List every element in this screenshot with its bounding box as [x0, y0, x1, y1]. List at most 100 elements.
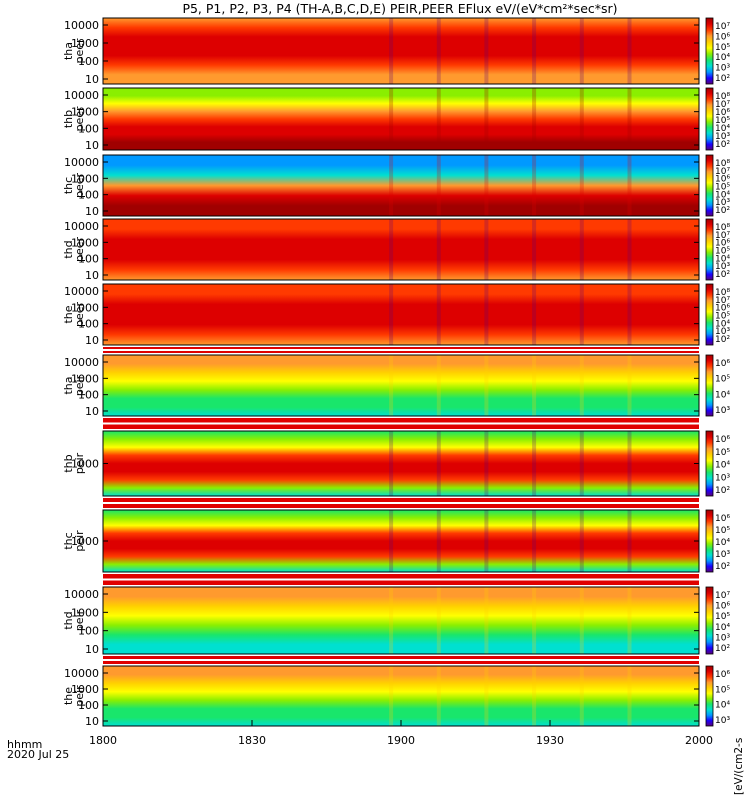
separator-line: [103, 502, 699, 504]
y-tick-label: 100: [78, 55, 99, 68]
colorbar-tick-label: 10⁸: [715, 159, 730, 169]
colorbar-tick-label: 10⁸: [715, 92, 730, 102]
colorbar-tick-label: 10⁷: [715, 591, 730, 601]
spectrogram-feature: [532, 355, 537, 416]
spectrogram-feature: [579, 219, 584, 280]
colorbar: [705, 218, 714, 281]
y-tick-label: 1000: [71, 106, 99, 119]
spectrogram-feature: [532, 284, 537, 345]
spectrogram-feature: [627, 587, 632, 654]
colorbar-tick-label: 10²: [715, 562, 730, 572]
colorbar-tick-label: 10⁴: [715, 461, 730, 471]
colorbar-tick-label: 10⁴: [715, 390, 730, 400]
colorbar-tick-label: 10⁷: [715, 296, 730, 306]
spectrogram-image: [103, 88, 699, 150]
spectrogram-feature: [484, 666, 489, 726]
colorbar-tick-label: 10⁵: [715, 685, 730, 695]
y-tick-label: 10000: [64, 285, 99, 298]
y-tick-label: 10000: [64, 220, 99, 233]
spectrogram-feature: [436, 284, 441, 345]
spectrogram-feature: [484, 18, 489, 84]
colorbar-tick-label: 10⁶: [715, 108, 730, 118]
spectrogram-feature: [436, 431, 441, 496]
x-tick-label: 1930: [536, 734, 564, 747]
colorbar-tick-label: 10³: [715, 64, 730, 74]
panel-the-peer: 10000 1000 100 10 thepeer 10⁸10⁷10⁶10⁵10⁴10³1…: [62, 283, 730, 347]
colorbar-tick-label: 10⁵: [715, 247, 730, 257]
spectrogram-feature: [532, 587, 537, 654]
colorbar-tick-label: 10⁵: [715, 526, 730, 536]
spectrogram-feature: [627, 284, 632, 345]
separator-line: [103, 422, 699, 425]
spectrogram-feature: [436, 219, 441, 280]
spectrogram-feature: [627, 666, 632, 726]
colorbar-tick-label: 10²: [715, 74, 730, 84]
colorbar-tick-label: 10³: [715, 327, 730, 337]
y-tick-label: 10000: [64, 667, 99, 680]
panel-frame: [102, 87, 700, 151]
date-label: 2020 Jul 25: [7, 748, 70, 761]
colorbar-tick-label: 10⁷: [715, 22, 730, 32]
y-tick-label: 10: [85, 139, 99, 152]
spectrogram-feature: [389, 88, 394, 150]
spectrogram-feature: [484, 431, 489, 496]
panel-frame: [102, 218, 700, 281]
colorbar: [705, 87, 714, 151]
colorbar-tick-label: 10⁶: [715, 304, 730, 314]
colorbar-tick-label: 10⁶: [715, 435, 730, 445]
spectrogram-feature: [436, 510, 441, 572]
colorbar-tick-label: 10⁴: [715, 623, 730, 633]
panel-thc-peer: 10000 1000 100 10 thcpeer 10⁸10⁷10⁶10⁵10⁴10³1…: [62, 154, 730, 218]
y-tick-label: 10: [85, 334, 99, 347]
colorbar-tick-label: 10²: [715, 140, 730, 150]
time-axis-label: hhmm: [7, 738, 43, 751]
panel-thd-peer: 10000 1000 100 10 thdpeer 10⁸10⁷10⁶10⁵10⁴10³1…: [62, 218, 730, 282]
colorbar: [705, 283, 714, 346]
y-tick-label: 1000: [71, 37, 99, 50]
spectrogram-feature: [484, 510, 489, 572]
colorbar-tick-label: 10⁴: [715, 254, 730, 264]
colorbar-tick-label: 10⁵: [715, 183, 730, 193]
spectrogram-feature: [484, 88, 489, 150]
spectrogram-feature: [627, 155, 632, 216]
y-axis-label: thepeer: [62, 302, 86, 328]
colorbar-tick-label: 10⁵: [715, 612, 730, 622]
colorbar-tick-label: 10⁴: [715, 538, 730, 548]
spectrogram-feature: [627, 431, 632, 496]
spectrogram-feature: [579, 666, 584, 726]
spectrogram-feature: [389, 155, 394, 216]
x-tick-label: 2000: [685, 734, 713, 747]
x-tick-label: 1800: [89, 734, 117, 747]
panel-frame: [102, 586, 700, 655]
y-tick-label: 10: [85, 715, 99, 728]
spectrogram-feature: [389, 510, 394, 572]
y-tick-label: 10: [85, 643, 99, 656]
colorbar-tick-label: 10⁸: [715, 223, 730, 233]
y-tick-label: 100: [78, 253, 99, 266]
spectrogram-feature: [389, 284, 394, 345]
colorbar-tick-label: 10⁵: [715, 43, 730, 53]
colorbar: [705, 17, 714, 85]
spectrogram-feature: [627, 510, 632, 572]
colorbar-tick-label: 10³: [715, 132, 730, 142]
spectrogram-feature: [436, 88, 441, 150]
spectrogram-feature: [627, 219, 632, 280]
colorbar-tick-label: 10²: [715, 206, 730, 216]
colorbar-tick-label: 10⁷: [715, 100, 730, 110]
panel-frame: [102, 17, 700, 85]
spectrogram-feature: [389, 355, 394, 416]
colorbar-tick-label: 10⁷: [715, 167, 730, 177]
y-axis-label: thcpeir: [62, 530, 86, 552]
spectrogram-feature: [627, 18, 632, 84]
y-tick-label: 1000: [71, 372, 99, 385]
colorbar: [705, 430, 714, 497]
colorbar-tick-label: 10³: [715, 550, 730, 560]
spectrogram-feature: [484, 155, 489, 216]
separator-line: [103, 659, 699, 661]
y-tick-label: 100: [78, 699, 99, 712]
